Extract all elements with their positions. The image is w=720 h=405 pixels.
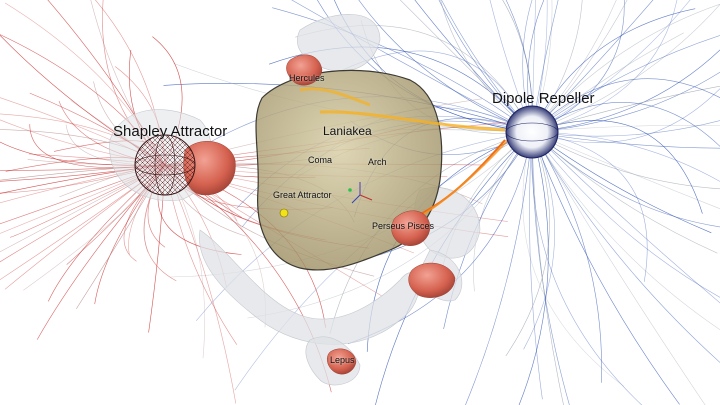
blue-streamline: [441, 0, 533, 133]
label-hercules: Hercules: [289, 73, 325, 83]
blue-streamline: [522, 0, 533, 133]
blue-streamline: [531, 131, 712, 234]
label-lepus: Lepus: [330, 355, 355, 365]
blue-streamline: [522, 131, 624, 387]
blue-streamline: [531, 49, 720, 133]
label-perseus-pisces: Perseus Pisces: [372, 221, 435, 231]
blue-streamline: [531, 0, 654, 133]
milky-way-marker: [348, 188, 352, 192]
blue-streamline: [529, 131, 543, 400]
blue-streamline: [531, 131, 680, 405]
blue-streamline: [531, 131, 643, 405]
blue-streamline: [531, 0, 628, 133]
shapley-mesh-sphere: [134, 134, 196, 196]
blue-streamline: [531, 0, 617, 133]
overdensity-blobs: [183, 54, 456, 375]
blue-streamline: [440, 0, 533, 133]
blue-streamline: [531, 35, 720, 133]
dipole-sphere: [505, 105, 559, 159]
label-dipole-repeller: Dipole Repeller: [492, 90, 595, 107]
blue-streamline: [531, 88, 720, 143]
blue-streamline: [489, 0, 533, 133]
blue-streamline: [272, 7, 533, 133]
blue-streamline: [531, 85, 720, 133]
blue-streamline: [414, 0, 533, 133]
blue-streamline: [531, 3, 720, 133]
red-streamline: [0, 119, 166, 166]
blue-streamline: [531, 0, 548, 133]
blue-streamline: [531, 0, 536, 133]
blue-streamline: [531, 0, 553, 133]
blue-streamline: [358, 0, 533, 133]
blue-streamline: [531, 125, 720, 133]
label-arch: Arch: [368, 157, 387, 167]
blue-streamline: [531, 120, 720, 137]
great-attractor-marker: [279, 208, 289, 218]
blue-streamline: [531, 0, 625, 133]
blue-streamline: [531, 102, 720, 147]
blue-streamline: [531, 0, 583, 133]
blue-streamline: [465, 131, 533, 405]
blue-streamline: [531, 0, 691, 133]
blue-streamline: [438, 0, 533, 133]
blue-streamline: [523, 131, 555, 350]
blue-streamline: [531, 131, 720, 331]
blue-streamline: [531, 0, 678, 133]
blue-streamline: [531, 131, 720, 363]
blue-streamline: [531, 131, 602, 383]
red-streamline: [0, 164, 166, 263]
blue-streamline: [247, 131, 533, 319]
blue-streamline: [518, 131, 549, 405]
blue-streamline: [531, 8, 696, 133]
blue-streamline: [531, 78, 720, 133]
red-streamline: [0, 164, 166, 253]
blue-streamline: [531, 131, 720, 190]
blue-streamline: [531, 131, 706, 405]
blue-streamline: [531, 120, 703, 214]
blue-streamline: [531, 131, 720, 182]
blue-streamline: [531, 0, 559, 133]
blue-streamline: [531, 131, 718, 254]
blue-streamline: [531, 71, 720, 133]
blue-streamline: [527, 0, 545, 133]
blue-streamline: [531, 131, 720, 210]
blue-streamline: [531, 131, 720, 304]
blue-streamline: [531, 131, 720, 228]
blue-streamline: [531, 131, 648, 282]
blue-streamline: [531, 4, 720, 133]
label-great-attractor: Great Attractor: [273, 190, 332, 200]
blue-streamline: [531, 131, 720, 149]
axis-glyph: [351, 182, 373, 204]
label-laniakea: Laniakea: [323, 124, 372, 138]
blue-streamline: [531, 131, 570, 405]
blue-streamline: [531, 131, 720, 298]
label-shapley-attractor: Shapley Attractor: [113, 123, 228, 140]
blue-streamline: [531, 32, 684, 133]
blue-streamline: [531, 131, 564, 405]
label-coma: Coma: [308, 155, 333, 165]
